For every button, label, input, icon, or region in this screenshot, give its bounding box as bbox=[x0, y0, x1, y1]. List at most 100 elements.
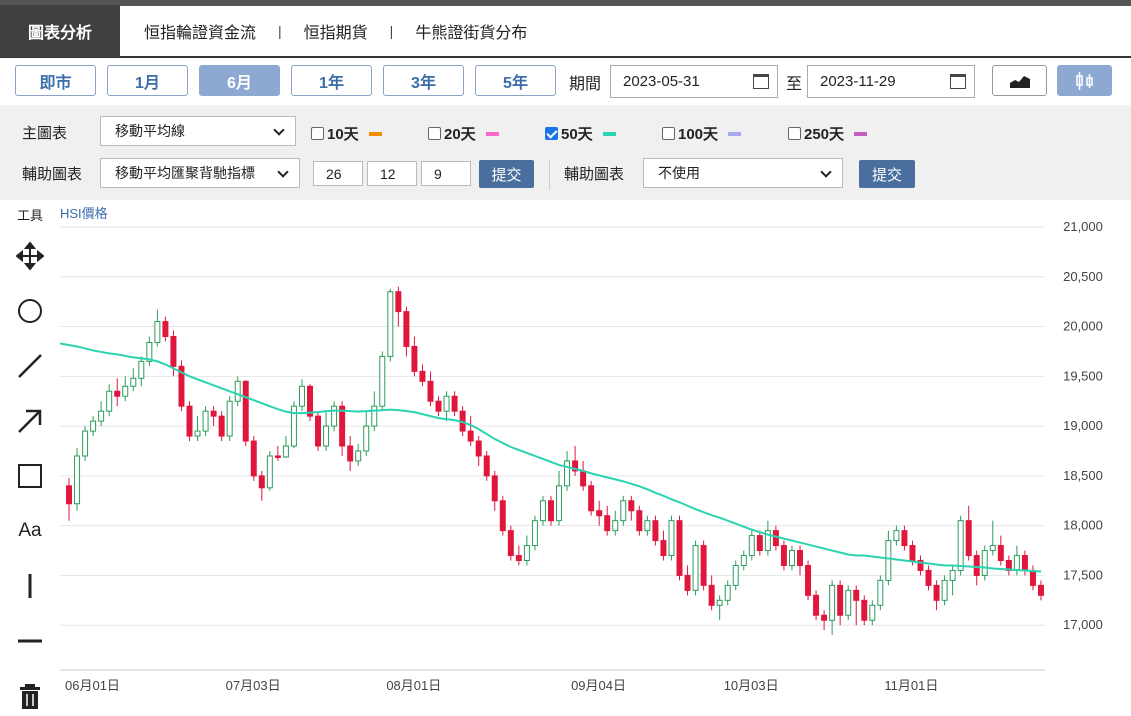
checkbox[interactable] bbox=[428, 127, 441, 140]
ma-option-100[interactable]: 100天 bbox=[662, 123, 742, 144]
macd-param-3[interactable]: 9 bbox=[421, 161, 471, 186]
horizontal-line-tool[interactable] bbox=[10, 621, 50, 661]
range-button-live[interactable]: 即市 bbox=[15, 65, 96, 96]
ma-option-label: 10天 bbox=[327, 126, 359, 143]
candle bbox=[1013, 555, 1020, 571]
main-chart-label: 主圖表 bbox=[22, 125, 68, 142]
candle bbox=[981, 550, 988, 576]
aux-chart2-select[interactable]: 不使用 bbox=[643, 158, 843, 188]
candlestick-chart[interactable]: 21,000 20,500 20,000 19,500 19,000 18,500 18,0… bbox=[59, 200, 1131, 705]
candle bbox=[740, 555, 747, 566]
submit-button[interactable]: 提交 bbox=[479, 160, 534, 188]
checkbox[interactable] bbox=[662, 127, 675, 140]
checkbox[interactable] bbox=[311, 127, 324, 140]
aux-chart2-label: 輔助圖表 bbox=[564, 166, 625, 183]
line-tool[interactable] bbox=[10, 346, 50, 386]
checkbox-checked[interactable] bbox=[545, 127, 558, 140]
candle bbox=[451, 395, 458, 412]
candle bbox=[933, 584, 940, 601]
candle bbox=[708, 584, 715, 606]
vertical-line-tool[interactable] bbox=[10, 566, 50, 606]
range-button-5y[interactable]: 5年 bbox=[475, 65, 556, 96]
candle bbox=[861, 599, 868, 621]
candle bbox=[797, 550, 803, 566]
aux-chart2-value: 不使用 bbox=[658, 165, 700, 181]
macd-param-2[interactable]: 12 bbox=[367, 161, 417, 186]
price-chart[interactable]: 21,000 20,500 20,000 19,500 19,000 18,500 18,0… bbox=[59, 200, 1131, 705]
candle bbox=[82, 430, 89, 457]
candle bbox=[869, 604, 876, 621]
aux-chart-value: 移動平均匯聚背馳指標 bbox=[115, 165, 255, 181]
drawing-toolbar: 工具 Aa bbox=[0, 200, 60, 709]
color-swatch bbox=[602, 131, 616, 136]
range-toolbar: 即市 1月 6月 1年 3年 5年 期間 2023-05-31 至 2023-1… bbox=[0, 58, 1131, 103]
candle bbox=[628, 500, 635, 512]
rectangle-tool[interactable] bbox=[10, 456, 50, 496]
tab-hsi-futures[interactable]: 恒指期貨 bbox=[303, 25, 368, 42]
candle bbox=[957, 520, 964, 571]
range-button-1y[interactable]: 1年 bbox=[291, 65, 372, 96]
ma-option-label: 50天 bbox=[561, 126, 593, 143]
candle bbox=[652, 520, 659, 542]
candle bbox=[1029, 569, 1036, 586]
end-date-field[interactable]: 2023-11-29 bbox=[807, 65, 975, 98]
color-swatch bbox=[728, 131, 742, 136]
range-button-3y[interactable]: 3年 bbox=[383, 65, 464, 96]
move-tool[interactable] bbox=[10, 236, 50, 276]
submit-button-2[interactable]: 提交 bbox=[859, 160, 915, 188]
ma-option-250[interactable]: 250天 bbox=[788, 123, 868, 144]
macd-param-1[interactable]: 26 bbox=[313, 161, 363, 186]
y-tick-label: 17,000 bbox=[1063, 617, 1103, 632]
candle bbox=[829, 584, 836, 621]
x-tick-label: 08月01日 bbox=[386, 678, 441, 693]
range-button-6m[interactable]: 6月 bbox=[199, 65, 280, 96]
candle bbox=[258, 475, 265, 489]
candle bbox=[821, 614, 828, 621]
candle bbox=[893, 530, 900, 542]
candle bbox=[114, 390, 121, 397]
candle bbox=[877, 579, 884, 606]
candle bbox=[764, 530, 771, 552]
candle bbox=[234, 380, 241, 402]
candle bbox=[845, 589, 852, 616]
checkbox[interactable] bbox=[788, 127, 801, 140]
candle bbox=[1021, 555, 1028, 571]
series-label: HSI價格 bbox=[60, 206, 108, 221]
candle bbox=[965, 520, 972, 557]
candle bbox=[290, 405, 297, 447]
circle-tool[interactable] bbox=[10, 291, 50, 331]
candle bbox=[580, 470, 587, 487]
text-tool[interactable]: Aa bbox=[10, 511, 50, 551]
ma-option-10[interactable]: 10天 bbox=[311, 123, 382, 144]
candle bbox=[499, 500, 506, 532]
candlestick-button[interactable] bbox=[1057, 65, 1112, 96]
candle bbox=[307, 385, 313, 417]
calendar-icon[interactable] bbox=[950, 74, 966, 89]
candle bbox=[805, 564, 812, 596]
color-swatch bbox=[368, 131, 382, 136]
candle bbox=[122, 385, 129, 397]
candle bbox=[186, 405, 193, 437]
candle bbox=[331, 405, 338, 427]
main-chart-select[interactable]: 移動平均線 bbox=[100, 116, 296, 146]
delete-tool[interactable] bbox=[10, 676, 50, 716]
range-button-1m[interactable]: 1月 bbox=[107, 65, 188, 96]
candle bbox=[756, 535, 763, 552]
tab-chart-analysis[interactable]: 圖表分析 bbox=[0, 5, 120, 57]
calendar-icon[interactable] bbox=[753, 74, 769, 89]
ma-option-20[interactable]: 20天 bbox=[428, 123, 499, 144]
tab-hsi-warrant-flow[interactable]: 恒指輪證資金流 bbox=[144, 25, 257, 42]
candle bbox=[620, 500, 627, 522]
arrow-tool[interactable] bbox=[10, 401, 50, 441]
area-chart-button[interactable] bbox=[992, 65, 1047, 96]
candle bbox=[323, 425, 330, 447]
candle bbox=[684, 574, 691, 591]
candle bbox=[443, 395, 450, 412]
tab-cbbc-distribution[interactable]: 牛熊證街貨分布 bbox=[415, 25, 528, 42]
nav-tabs: 圖表分析 恒指輪證資金流 | 恒指期貨 | 牛熊證街貨分布 bbox=[0, 5, 1131, 58]
start-date-field[interactable]: 2023-05-31 bbox=[610, 65, 778, 98]
line-icon bbox=[18, 354, 42, 378]
aux-chart-select[interactable]: 移動平均匯聚背馳指標 bbox=[100, 158, 300, 188]
candle bbox=[724, 584, 731, 601]
ma-option-50[interactable]: 50天 bbox=[545, 123, 616, 144]
